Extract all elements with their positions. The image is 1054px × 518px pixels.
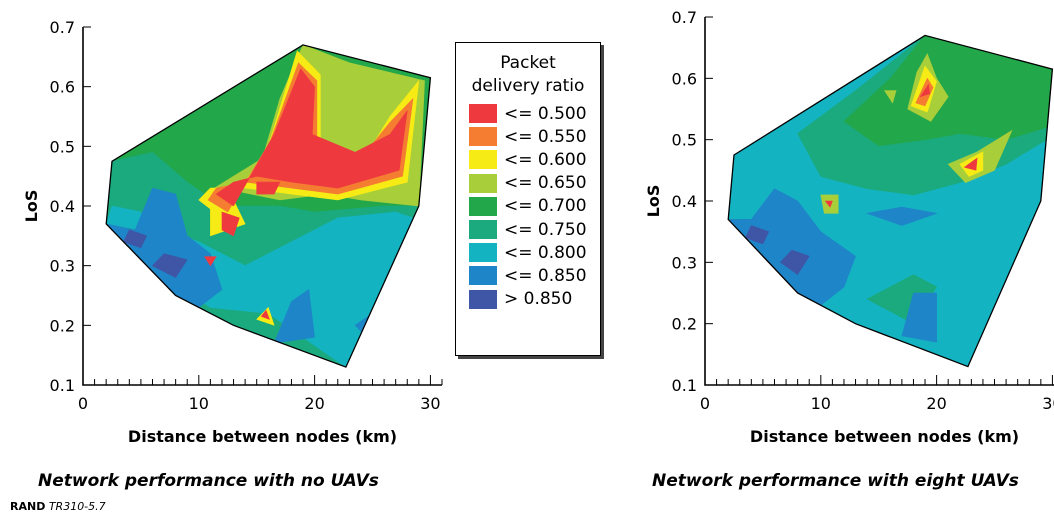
chart-caption-no-uavs: Network performance with no UAVs (38, 471, 379, 491)
legend-title-line2: delivery ratio (471, 76, 585, 96)
x-tick-label: 0 (700, 394, 710, 413)
legend-label: <= 0.600 (504, 149, 587, 170)
legend-label: <= 0.800 (504, 242, 587, 263)
legend-title: Packet delivery ratio (456, 52, 600, 98)
contour-region (395, 271, 414, 315)
x-axis-label: Distance between nodes (km) (128, 427, 397, 446)
contour-regions (728, 35, 1053, 367)
contour-region (963, 157, 978, 171)
legend-item: <= 0.750 (456, 218, 600, 241)
legend-swatch (469, 196, 497, 216)
contour-region (152, 253, 188, 278)
legend-title-line1: Packet (500, 53, 556, 73)
legend-swatch (469, 243, 497, 263)
legend-swatch (469, 173, 497, 193)
contour-region (883, 90, 897, 104)
legend-label: <= 0.550 (504, 126, 587, 147)
legend-label: <= 0.500 (504, 103, 587, 124)
y-tick-label: 0.4 (50, 197, 75, 216)
contour-region (163, 211, 414, 368)
chart-no-uavs: 0 10 20 30 0.1 0.2 0.3 0.4 0.5 0.6 0.7 Distance bet… (22, 18, 443, 446)
legend-swatch (469, 104, 497, 124)
legend-item: > 0.850 (456, 288, 600, 311)
y-tick-label: 0.1 (672, 376, 697, 395)
x-tick-label: 30 (1042, 394, 1054, 413)
contour-region (123, 229, 148, 249)
y-tick-label: 0.3 (50, 257, 75, 276)
legend-item: <= 0.850 (456, 264, 600, 287)
x-tick-label: 20 (304, 394, 324, 413)
contour-region (824, 200, 833, 208)
legend-item: <= 0.700 (456, 195, 600, 218)
y-tick-label: 0.7 (672, 8, 697, 27)
contour-region (260, 309, 270, 320)
legend-label: <= 0.850 (504, 265, 587, 286)
contour-region (901, 292, 937, 343)
legend-item: <= 0.550 (456, 125, 600, 148)
legend-swatch (469, 289, 497, 309)
legend-swatch (469, 266, 497, 286)
y-tick-label: 0.2 (50, 316, 75, 335)
contour-regions (106, 44, 431, 368)
contour-region (865, 206, 938, 226)
legend-label: <= 0.700 (504, 196, 587, 217)
legend-item: <= 0.800 (456, 241, 600, 264)
legend-label: <= 0.750 (504, 219, 587, 240)
legend-swatch (469, 150, 497, 170)
legend: Packet delivery ratio <= 0.500 <= 0.550 <=… (455, 42, 601, 356)
chart-eight-uavs: 0 10 20 30 0.1 0.2 0.3 0.4 0.5 0.6 0.7 Distance bet… (644, 8, 1054, 446)
y-axis-label: LoS (22, 190, 41, 223)
legend-label: <= 0.650 (504, 173, 587, 194)
chart-caption-eight-uavs: Network performance with eight UAVs (652, 471, 1019, 491)
legend-label: > 0.850 (504, 289, 573, 310)
y-tick-label: 0.7 (50, 18, 75, 37)
y-tick-label: 0.1 (50, 376, 75, 395)
y-tick-label: 0.6 (50, 78, 75, 97)
y-tick-label: 0.5 (672, 131, 697, 150)
y-axis-label: LoS (644, 185, 663, 218)
data-hull-outline (727, 34, 1054, 368)
contour-region (204, 256, 217, 267)
legend-items: <= 0.500 <= 0.550 <= 0.600 <= 0.650 <= 0.700… (456, 102, 600, 311)
legend-item: <= 0.600 (456, 148, 600, 171)
legend-item: <= 0.650 (456, 172, 600, 195)
footer-id: TR310-5.7 (48, 500, 106, 513)
x-tick-label: 10 (811, 394, 831, 413)
contour-region (256, 181, 281, 195)
legend-item: <= 0.500 (456, 102, 600, 125)
x-tick-label: 0 (78, 394, 88, 413)
legend-swatch (469, 127, 497, 147)
y-tick-label: 0.3 (672, 253, 697, 272)
y-tick-label: 0.6 (672, 69, 697, 88)
y-tick-label: 0.5 (50, 137, 75, 156)
legend-swatch (469, 220, 497, 240)
contour-region (919, 83, 931, 98)
contour-region (106, 205, 142, 231)
y-tick-label: 0.4 (672, 192, 697, 211)
contour-region (215, 68, 408, 207)
x-tick-label: 30 (420, 394, 440, 413)
footer-brand: RAND (10, 500, 46, 513)
contour-region (745, 225, 770, 245)
data-hull-outline (105, 44, 432, 368)
contour-region (779, 249, 810, 276)
contour-region (273, 288, 315, 344)
contour-region (221, 211, 240, 237)
x-tick-label: 20 (926, 394, 946, 413)
x-axis-label: Distance between nodes (km) (750, 427, 1019, 446)
y-tick-label: 0.2 (672, 315, 697, 334)
x-tick-label: 10 (189, 394, 209, 413)
footer: RAND TR310-5.7 (10, 500, 106, 513)
contour-region (843, 35, 1053, 147)
